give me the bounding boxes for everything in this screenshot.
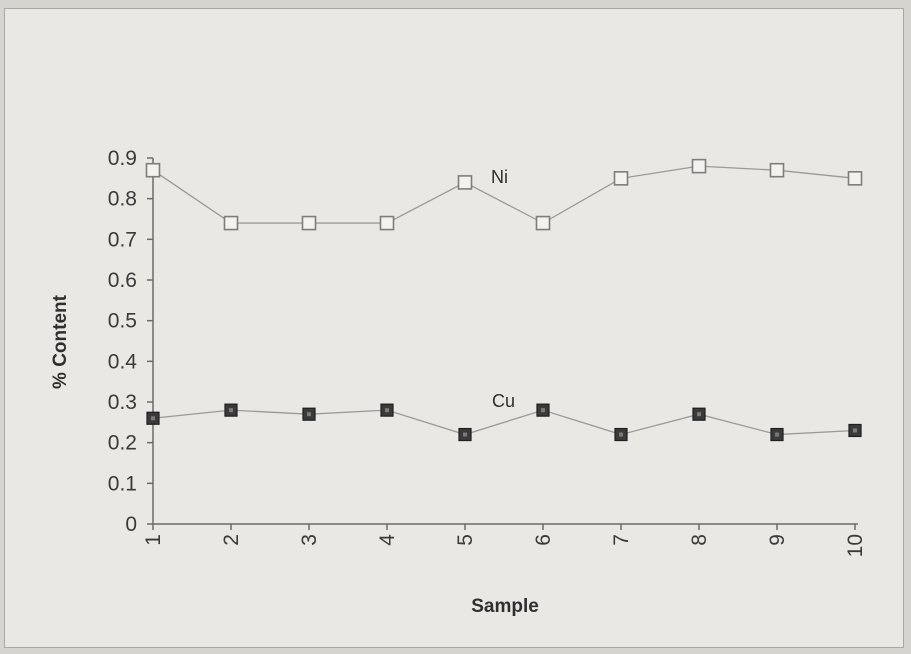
- data-point-ni: [457, 175, 473, 190]
- data-point-center: [853, 428, 857, 433]
- data-point-center: [385, 408, 389, 413]
- data-point-center: [463, 432, 467, 437]
- x-tick-label: 2: [220, 534, 243, 546]
- data-point-center: [619, 432, 623, 437]
- y-tick-label: 0.2: [108, 432, 137, 455]
- y-axis-title: % Content: [50, 294, 71, 389]
- x-tick-label: 9: [766, 534, 789, 546]
- x-tick-label: 4: [376, 534, 399, 546]
- series-label-cu: Cu: [492, 391, 515, 411]
- data-point-ni: [769, 162, 785, 178]
- data-point-ni: [847, 171, 863, 186]
- y-tick-label: 0.6: [108, 269, 137, 292]
- data-point-ni: [613, 171, 629, 186]
- data-point-ni: [535, 215, 551, 231]
- y-tick-label: 0.8: [108, 188, 137, 211]
- x-tick-label: 10: [844, 534, 867, 557]
- y-tick-label: 0: [125, 513, 137, 536]
- y-tick-label: 0.1: [108, 472, 137, 495]
- series-line-ni: [152, 165, 856, 224]
- series-line-cu: [152, 409, 856, 436]
- x-tick-label: 1: [142, 534, 165, 546]
- x-tick-label: 5: [454, 534, 477, 546]
- x-axis-title: Sample: [471, 596, 539, 617]
- y-tick-label: 0.5: [108, 310, 137, 333]
- x-ticks: 1 2 3 4 5 6 7 8 9 10: [142, 524, 867, 557]
- data-point-center: [697, 412, 701, 417]
- data-point-ni: [223, 215, 239, 231]
- data-point-center: [229, 408, 233, 413]
- series-layer: [145, 158, 863, 442]
- data-point-ni: [379, 215, 395, 231]
- y-tick-label: 0.9: [108, 147, 137, 170]
- chart-frame: [4, 8, 904, 648]
- data-point-center: [775, 432, 779, 437]
- data-point-ni: [691, 158, 707, 174]
- data-point-center: [151, 416, 155, 421]
- data-point-ni: [301, 215, 317, 231]
- data-point-center: [541, 408, 545, 413]
- y-tick-label: 0.4: [108, 350, 138, 373]
- x-tick-label: 8: [688, 534, 711, 546]
- data-point-ni: [145, 162, 161, 178]
- data-point-center: [307, 412, 311, 417]
- y-tick-label: 0.3: [108, 391, 137, 414]
- y-tick-label: 0.7: [108, 228, 137, 251]
- x-tick-label: 6: [532, 534, 555, 546]
- axes: [152, 158, 858, 525]
- series-label-ni: Ni: [491, 167, 508, 187]
- y-ticks: 0 0.1 0.2 0.3 0.4 0.5 0.6 0.7 0.8 0.9: [108, 147, 153, 536]
- x-tick-label: 7: [610, 534, 633, 546]
- x-tick-label: 3: [298, 534, 321, 546]
